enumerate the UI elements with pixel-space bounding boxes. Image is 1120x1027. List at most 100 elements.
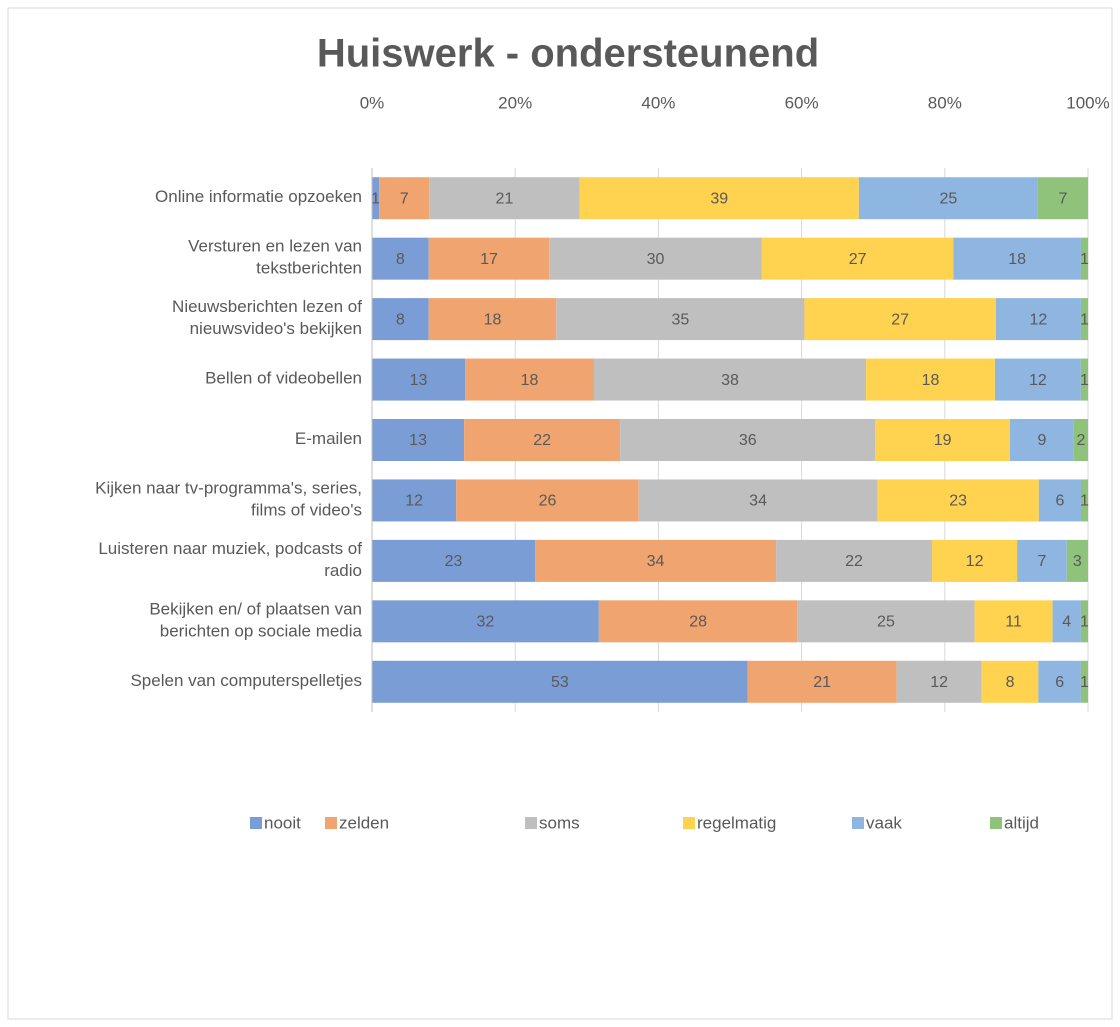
x-tick-label: 20% — [498, 93, 532, 112]
bar-segment — [1038, 479, 1081, 522]
data-label: 1 — [1080, 614, 1089, 631]
bar-segment — [638, 479, 878, 522]
y-tick-label: Bekijken en/ of plaatsen van berichten op… — [149, 600, 362, 641]
bar-segment — [428, 298, 557, 341]
legend-swatch — [325, 817, 337, 829]
data-label: 1 — [371, 190, 380, 207]
bar-segment — [776, 539, 933, 582]
data-label: 18 — [922, 372, 940, 389]
bar-segment — [877, 479, 1039, 522]
data-label: 12 — [930, 674, 948, 691]
data-label: 36 — [739, 432, 757, 449]
y-tick-label: Online informatie opzoeken — [155, 188, 362, 207]
data-label: 23 — [445, 553, 463, 570]
bar-segment — [456, 479, 639, 522]
data-label: 18 — [521, 372, 539, 389]
bar-segment — [598, 600, 798, 643]
data-label: 8 — [396, 251, 405, 268]
data-label: 2 — [1076, 432, 1085, 449]
chart-title: Huiswerk - ondersteunend — [317, 32, 819, 76]
data-label: 11 — [1005, 614, 1022, 631]
bar-segment — [797, 600, 975, 643]
bar-segment — [372, 177, 380, 220]
data-label: 7 — [1037, 553, 1046, 570]
data-label: 7 — [1058, 190, 1067, 207]
bar-segment — [875, 419, 1011, 461]
bar-segment — [379, 177, 430, 220]
data-label: 12 — [405, 493, 423, 510]
data-label: 26 — [539, 493, 557, 510]
data-label: 38 — [721, 372, 739, 389]
data-label: 17 — [480, 251, 498, 268]
bar-segment — [1037, 177, 1088, 220]
data-label: 13 — [410, 372, 428, 389]
data-label: 34 — [749, 493, 767, 510]
bar-segment — [535, 539, 777, 582]
data-label: 25 — [877, 614, 895, 631]
bar-segment — [372, 479, 457, 522]
data-label: 1 — [1080, 493, 1089, 510]
data-label: 12 — [1029, 372, 1047, 389]
bar-segment — [932, 539, 1018, 582]
bar-segment — [549, 237, 762, 280]
data-label: 7 — [400, 190, 409, 207]
data-label: 1 — [1080, 674, 1089, 691]
bar-segment — [372, 358, 466, 401]
bar-segment — [1038, 660, 1081, 703]
legend-label: nooit — [264, 813, 301, 832]
y-tick-label: Nieuwsberichten lezen of nieuwsvideo's be… — [172, 298, 362, 339]
data-label: 23 — [949, 493, 967, 510]
bar-segment — [1080, 298, 1088, 341]
bar-segment — [1073, 419, 1088, 461]
data-label: 27 — [849, 251, 867, 268]
data-label: 19 — [934, 432, 952, 449]
bar-segment — [620, 419, 876, 461]
legend-label: zelden — [339, 813, 389, 832]
bar-segment — [1080, 237, 1088, 280]
data-label: 27 — [891, 311, 909, 328]
bar-segment — [1080, 358, 1088, 401]
bar-segment — [866, 358, 995, 401]
bar-segment — [465, 358, 594, 401]
bar-segment — [1080, 660, 1088, 703]
data-label: 1 — [1080, 251, 1089, 268]
bar-segment — [804, 298, 996, 341]
x-tick-label: 100% — [1066, 93, 1109, 112]
data-label: 34 — [647, 553, 665, 570]
legend-label: regelmatig — [697, 813, 776, 832]
bar-segment — [761, 237, 954, 280]
y-tick-label: Luisteren naar muziek, podcasts of radio — [98, 539, 362, 580]
data-label: 21 — [496, 190, 514, 207]
data-label: 9 — [1037, 432, 1046, 449]
bar-segment — [896, 660, 982, 703]
bar-segment — [372, 600, 599, 643]
bar-segment — [593, 358, 867, 401]
bar-segment — [464, 419, 621, 461]
y-tick-label: Spelen van computerspelletjes — [130, 671, 362, 690]
bar-segment — [1010, 419, 1074, 461]
data-label: 21 — [813, 674, 831, 691]
data-label: 53 — [551, 674, 569, 691]
y-tick-label: E-mailen — [295, 429, 362, 448]
data-label: 6 — [1055, 493, 1064, 510]
data-label: 22 — [845, 553, 863, 570]
bar-segment — [556, 298, 805, 341]
data-label: 32 — [477, 614, 495, 631]
data-label: 1 — [1080, 372, 1089, 389]
bar-segment — [1080, 479, 1088, 522]
legend-swatch — [250, 817, 262, 829]
bar-segment — [995, 298, 1081, 341]
y-tick-label: Versturen en lezen van tekstberichten — [188, 237, 362, 278]
bar-segment — [372, 419, 465, 461]
legend-swatch — [852, 817, 864, 829]
bar-segment — [372, 660, 748, 703]
x-tick-label: 80% — [928, 93, 962, 112]
bar-segment — [372, 539, 536, 582]
data-label: 25 — [939, 190, 957, 207]
data-label: 18 — [1008, 251, 1026, 268]
x-tick-label: 40% — [641, 93, 675, 112]
bar-segment — [372, 298, 429, 341]
data-label: 12 — [966, 553, 984, 570]
bar-segment — [953, 237, 1081, 280]
